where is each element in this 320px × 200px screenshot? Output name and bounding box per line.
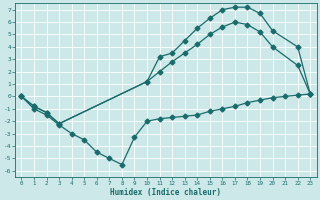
X-axis label: Humidex (Indice chaleur): Humidex (Indice chaleur) <box>110 188 221 197</box>
